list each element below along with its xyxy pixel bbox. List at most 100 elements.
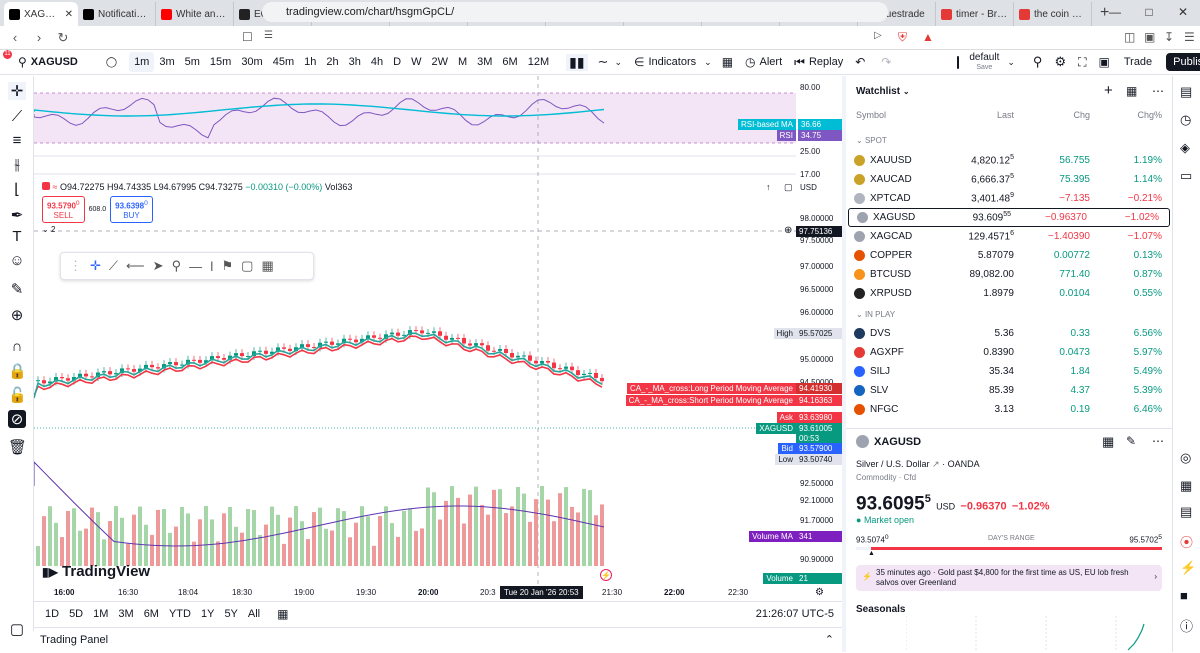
download-icon[interactable]: ↧ [1164, 30, 1175, 44]
quick-search-icon[interactable]: ⚲ [1032, 54, 1043, 69]
news-banner[interactable]: ⚡ 35 minutes ago · Gold past $4,800 for t… [856, 565, 1162, 591]
details-symbol[interactable]: XAGUSD [874, 436, 922, 448]
add-alert-plus-icon[interactable]: ⊕ [784, 225, 793, 236]
arrow-cursor-icon[interactable]: ➤ [152, 258, 164, 273]
watchlist-row[interactable]: COPPER 5.87079 0.00772 0.13% [846, 246, 1172, 265]
maximize-pane-icon[interactable]: ▢ [784, 182, 793, 192]
zoom-in-icon[interactable]: ⊕ [10, 307, 24, 324]
alert-button[interactable]: Alert [759, 56, 783, 68]
move-up-icon[interactable]: ↑ [766, 182, 771, 192]
timeframe-30m[interactable]: 30m [241, 56, 263, 68]
chart-settings-icon[interactable]: ⚙ [815, 587, 824, 598]
magnet-icon[interactable]: ∩ [11, 338, 23, 355]
watchlist-row[interactable]: SLV 85.39 4.37 5.39% [846, 381, 1172, 400]
layout-icon[interactable] [957, 55, 960, 69]
watchlist-rail-icon[interactable]: ▤ [1180, 84, 1193, 99]
line-chart-icon[interactable]: ∼ [597, 54, 609, 69]
seasonals-title[interactable]: Seasonals [856, 604, 906, 615]
range-1M[interactable]: 1M [93, 607, 109, 620]
advanced-view-icon[interactable]: ▦ [1126, 84, 1138, 98]
hotlist-rail-icon[interactable]: ■ [1180, 588, 1188, 603]
compare-icon[interactable]: ◯ [105, 56, 118, 68]
watchlist-row[interactable]: XAUCAD 6,666.375 75.395 1.14% [846, 170, 1172, 189]
target-rail-icon[interactable]: ◎ [1180, 450, 1192, 465]
text-tool-icon[interactable]: T [12, 228, 22, 245]
hide-drawings-icon[interactable]: ⊘ [8, 410, 26, 428]
range-5D[interactable]: 5D [69, 607, 84, 620]
publish-button[interactable]: Publish [1166, 53, 1200, 71]
details-name[interactable]: Silver / U.S. Dollar [856, 459, 930, 469]
share-icon[interactable]: ▷ [874, 30, 882, 41]
watchlist-row[interactable]: XAUUSD 4,820.125 56.755 1.19% [846, 151, 1172, 170]
range-3M[interactable]: 3M [118, 607, 134, 620]
prediction-icon[interactable]: ⌊ [14, 181, 20, 198]
trendline-tool-icon[interactable]: ⟋ [108, 258, 119, 273]
redo-icon[interactable]: ↷ [881, 55, 892, 69]
symbol-search-input[interactable]: XAGUSD [30, 56, 78, 68]
timeframe-1m[interactable]: 1m [129, 52, 155, 72]
header-last[interactable]: Last [996, 110, 1014, 120]
timeframe-M[interactable]: M [457, 56, 468, 68]
timeframe-12M[interactable]: 12M [527, 56, 550, 68]
reload-icon[interactable]: ↻ [57, 29, 69, 45]
grid-icon[interactable]: ▦ [261, 258, 274, 273]
goto-date-icon[interactable]: ▦ [277, 606, 289, 621]
details-more-icon[interactable]: ⋯ [1152, 434, 1164, 448]
external-link-icon[interactable]: ↗ [932, 459, 940, 469]
horizontal-line-icon[interactable]: — [189, 258, 203, 274]
chat-rail-icon[interactable]: ▭ [1180, 168, 1193, 183]
details-edit-icon[interactable]: ✎ [1126, 434, 1137, 448]
timeframe-15m[interactable]: 15m [209, 56, 232, 68]
watchlist-row[interactable]: AGXPF 0.8390 0.0473 5.97% [846, 343, 1172, 362]
timeframe-2W[interactable]: 2W [431, 56, 448, 68]
timeframe-4h[interactable]: 4h [370, 56, 384, 68]
timeframe-45m[interactable]: 45m [272, 56, 295, 68]
undo-icon[interactable]: ↶ [855, 55, 866, 69]
replay-button[interactable]: Replay [808, 56, 844, 68]
range-YTD[interactable]: YTD [168, 607, 191, 620]
ideas-rail-icon[interactable]: ⚡ [1180, 560, 1197, 575]
back-icon[interactable]: ‹ [12, 30, 18, 45]
timeframe-3h[interactable]: 3h [348, 56, 361, 68]
camera-icon[interactable]: ▣ [1098, 55, 1110, 69]
timeframe-D[interactable]: D [393, 56, 402, 68]
browser-tab[interactable]: Notifications [78, 2, 156, 26]
close-window-icon[interactable]: ✕ [1177, 5, 1189, 19]
chart-area[interactable]: 80.00 25.00 17.00 RSI-based MA 36.66 RSI… [34, 76, 842, 631]
currency-selector[interactable]: USD [800, 183, 817, 192]
timeframe-W[interactable]: W [411, 56, 422, 68]
add-symbol-icon[interactable]: + [1104, 82, 1113, 99]
watchlist-row[interactable]: XPTCAD 3,401.489 −7.135 −0.21% [846, 189, 1172, 208]
layers-rail-icon[interactable]: ◈ [1180, 140, 1190, 155]
section-play-toggle[interactable]: ⌄ IN PLAY [856, 310, 896, 319]
indicators-chevron-icon[interactable]: ⌄ [704, 56, 712, 67]
crosshair-icon[interactable]: ✛ [8, 82, 26, 100]
browser-tab[interactable]: XAGUSD✕ [4, 2, 78, 26]
watchlist-row[interactable]: XRPUSD 1.8979 0.0104 0.55% [846, 284, 1172, 303]
trade-button[interactable]: Trade [1123, 56, 1153, 68]
streams-rail-icon[interactable]: ⦿ [1180, 535, 1194, 550]
layout-chevron-icon[interactable]: ⌄ [1007, 56, 1015, 67]
range-1Y[interactable]: 1Y [200, 607, 215, 620]
header-chg[interactable]: Chg [1073, 110, 1090, 120]
notes-rail-icon[interactable]: ▤ [1180, 504, 1193, 519]
timeframe-1h[interactable]: 1h [304, 56, 317, 68]
tab-close-icon[interactable]: ✕ [64, 8, 73, 20]
vertical-line-icon[interactable]: ǀ [210, 258, 214, 274]
timeframe-5m[interactable]: 5m [184, 56, 200, 68]
browser-tab[interactable]: White and Bl [156, 2, 234, 26]
watchlist-more-icon[interactable]: ⋯ [1152, 84, 1164, 98]
timeframe-3m[interactable]: 3m [159, 56, 175, 68]
crosshair-tool-icon[interactable]: ✛ [90, 258, 101, 273]
details-grid-icon[interactable]: ▦ [1102, 434, 1115, 449]
settings-gear-icon[interactable]: ⚙ [1054, 54, 1067, 69]
rectangle-icon[interactable]: ▢ [241, 258, 254, 273]
maximize-icon[interactable]: □ [1145, 5, 1153, 19]
section-spot-toggle[interactable]: ⌄ SPOT [856, 136, 887, 145]
watchlist-title-button[interactable]: Watchlist ⌄ [856, 86, 910, 97]
brush-icon[interactable]: ✒ [10, 207, 24, 224]
trading-panel-bar[interactable]: Trading Panel ⌃ [34, 627, 842, 652]
object-tree-icon[interactable]: ▢ [9, 621, 25, 638]
location-pin-icon[interactable]: ⚲ [171, 258, 182, 273]
buy-button[interactable]: 93.63980 BUY [110, 196, 153, 223]
